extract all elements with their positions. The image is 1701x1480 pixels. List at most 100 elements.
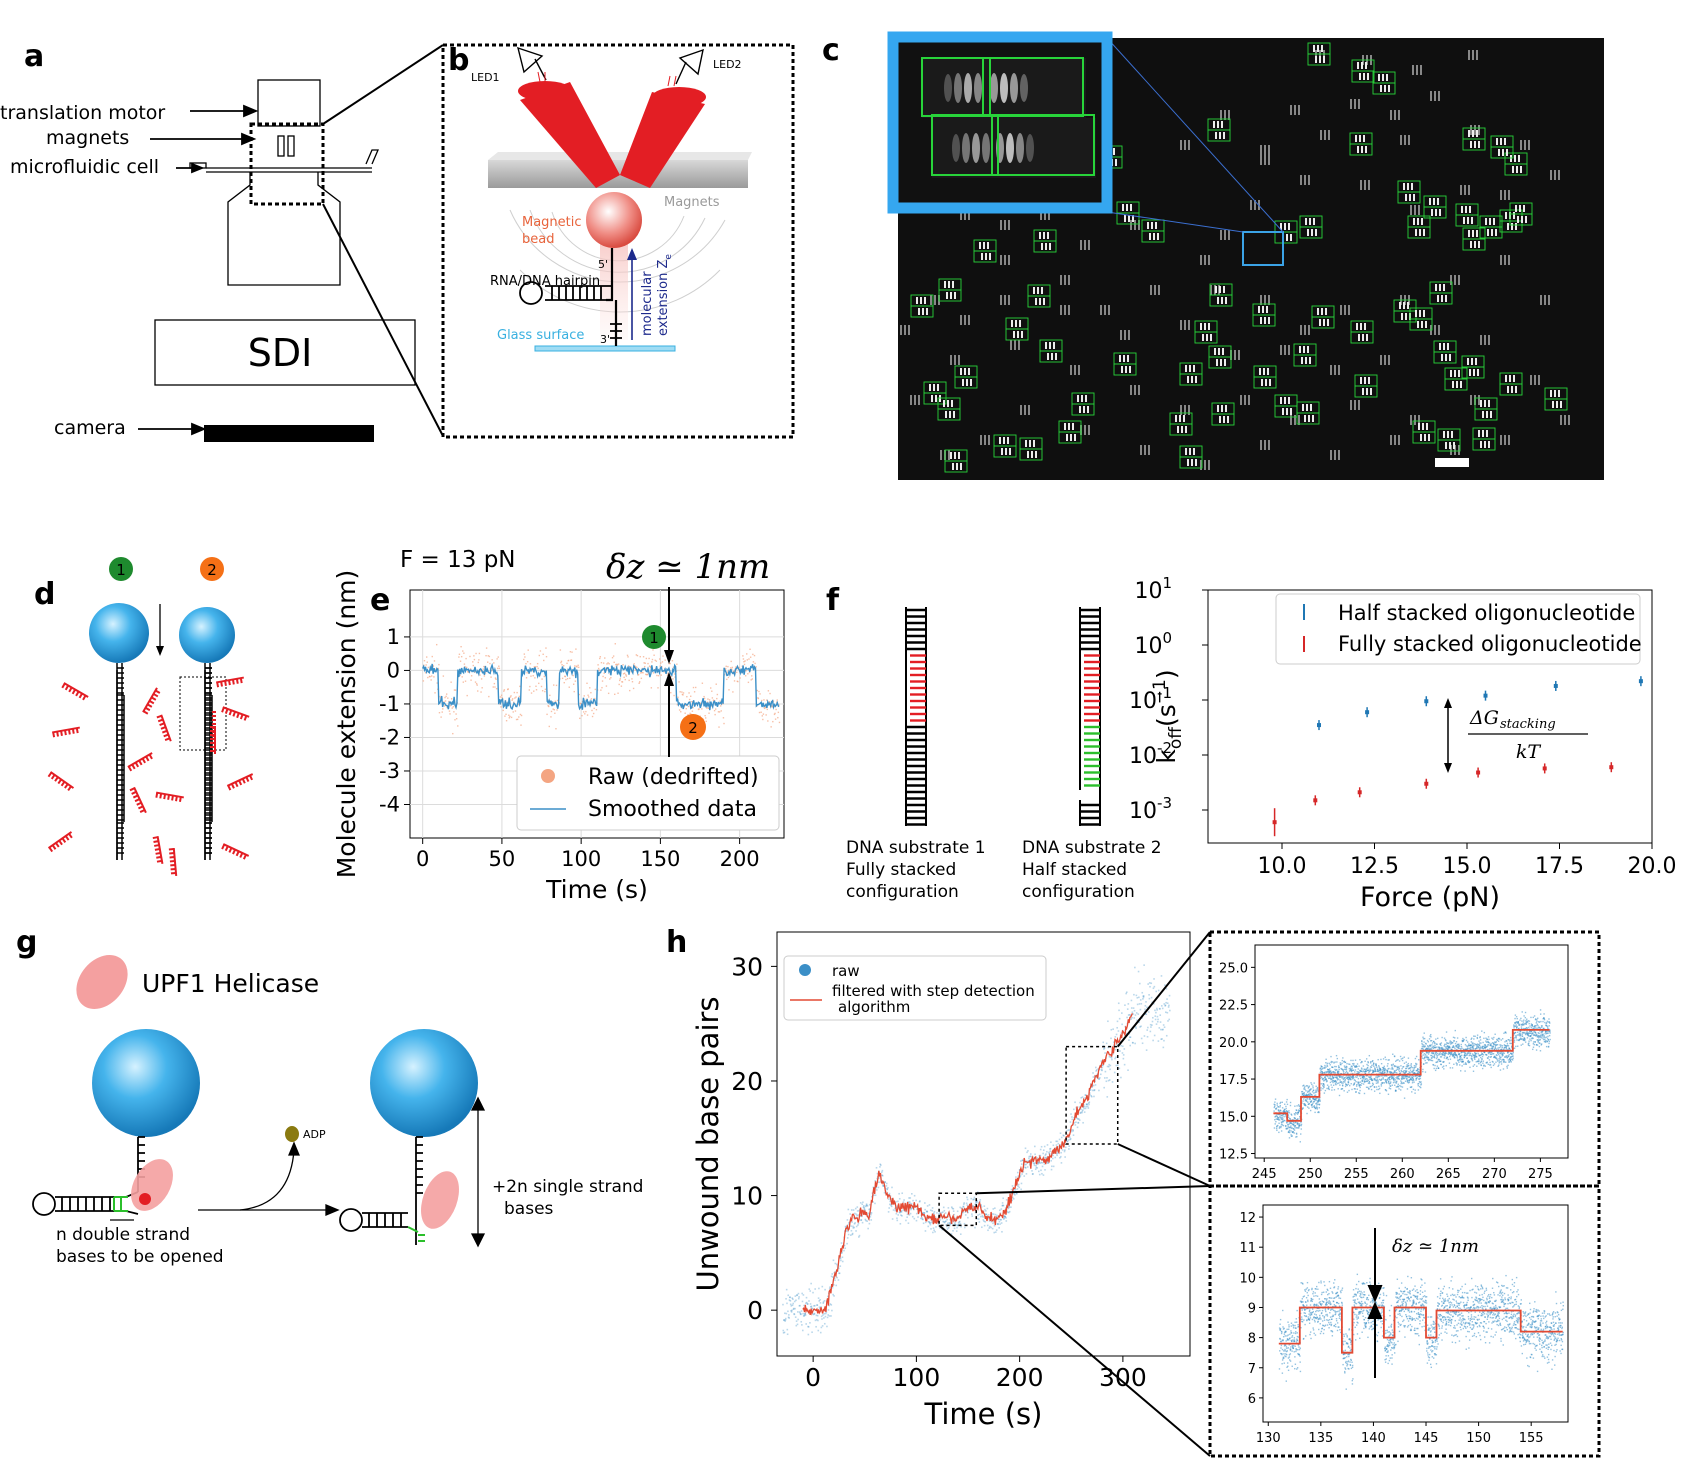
tick-label-y-h-inset-bottom: 11	[1239, 1241, 1256, 1256]
point-half	[1424, 699, 1428, 703]
dotted-highlight-d	[180, 677, 226, 750]
tick-label-x-h-inset-bottom: 155	[1519, 1431, 1544, 1446]
glass-label: Glass surface	[497, 328, 584, 343]
zoom-inset-content	[922, 58, 1096, 178]
point-half	[1639, 679, 1643, 683]
tick-label-y-e: -1	[379, 692, 400, 716]
tick-label-y-e: -4	[379, 792, 400, 816]
tick-label-x-e: 150	[640, 847, 680, 871]
magnet-2	[288, 136, 294, 156]
force-label-e: F = 13 pN	[400, 547, 516, 573]
tick-label-x-h-inset-top: 275	[1528, 1167, 1553, 1182]
legend-label-raw-h: raw	[832, 962, 860, 980]
plus2n-label-2: bases	[504, 1199, 554, 1219]
substrate-1-line-3: configuration	[846, 882, 959, 902]
substrate-1-caption: DNA substrate 1 Fully stacked configurat…	[846, 838, 986, 902]
point-fully	[1543, 766, 1547, 770]
panel-letter-e: e	[370, 583, 390, 618]
tick-label-x-e: 100	[561, 847, 601, 871]
delta-z-label-e: δz ≃ 1nm	[606, 547, 770, 587]
legend-label-raw-e: Raw (dedrifted)	[588, 765, 759, 790]
camera-bar	[204, 425, 374, 442]
panel-letter-f: f	[826, 583, 840, 618]
panel-letter-c: c	[822, 33, 840, 68]
tick-label-y-h: 0	[747, 1296, 763, 1325]
tick-label-y-h-inset-bottom: 7	[1248, 1362, 1256, 1377]
motor-box	[258, 80, 320, 126]
ladder-substrate-1	[906, 607, 926, 826]
tick-label-y-h-inset-top: 15.0	[1219, 1110, 1248, 1125]
label-magnets: magnets	[46, 127, 129, 149]
point-fully	[1313, 798, 1317, 802]
legend-e: Raw (dedrifted) Smoothed data	[517, 756, 779, 830]
bead-g-1	[92, 1029, 200, 1137]
magnets-label: Magnets	[664, 195, 720, 210]
label-camera: camera	[54, 417, 126, 439]
legend-marker-raw-h	[799, 964, 811, 976]
three-prime-label: 3'	[600, 333, 610, 346]
helicase-g-1	[122, 1152, 181, 1218]
tick-label-y-h-inset-top: 12.5	[1219, 1148, 1248, 1163]
legend-label-smooth-e: Smoothed data	[588, 797, 757, 822]
led1-label: LED1	[471, 71, 500, 84]
tick-label-y-h: 10	[731, 1182, 763, 1211]
gap-substrate-2	[1078, 790, 1082, 800]
y-axis-label-h: Unwound base pairs	[691, 996, 725, 1291]
point-half	[1554, 684, 1558, 688]
panel-letter-h: h	[666, 925, 687, 960]
point-fully	[1476, 771, 1480, 775]
tick-label-x-f: 15.0	[1443, 854, 1492, 879]
legend-label-step-h-2: algorithm	[838, 998, 910, 1016]
legend-label-half: Half stacked oligonucleotide	[1338, 601, 1635, 625]
annotation-den-f: kT	[1516, 741, 1542, 763]
led2-label: LED2	[713, 58, 742, 71]
magnetic-bead	[586, 192, 642, 248]
point-half	[1484, 694, 1488, 698]
plot-area-h-inset-top	[1255, 945, 1568, 1158]
bead-d-2	[179, 607, 235, 663]
tick-label-x-h-inset-bottom: 140	[1361, 1431, 1386, 1446]
adp-icon	[285, 1126, 299, 1142]
point-half	[1317, 723, 1321, 727]
panel-letter-b: b	[448, 43, 469, 78]
tick-label-y-h-inset-top: 17.5	[1219, 1073, 1248, 1088]
scale-bar	[1435, 458, 1469, 467]
tick-label-y-h-inset-bottom: 9	[1248, 1301, 1256, 1316]
helicase-legend-icon	[66, 945, 138, 1019]
panel-letter-g: g	[16, 925, 37, 960]
tick-label-x-h: 0	[805, 1363, 821, 1392]
tick-label-y-h-inset-bottom: 6	[1248, 1392, 1256, 1407]
bead-d-1	[89, 603, 149, 663]
sdi-label: SDI	[248, 331, 313, 375]
panel-letter-a: a	[24, 39, 44, 74]
tick-label-x-h-inset-top: 245	[1252, 1167, 1277, 1182]
badge-2-e: 2	[688, 719, 698, 737]
tick-label-y-f: 100	[1134, 629, 1172, 659]
tick-label-x-f: 17.5	[1535, 854, 1584, 879]
point-half	[1365, 710, 1369, 714]
tick-label-x-f: 12.5	[1350, 854, 1399, 879]
tick-label-x-h-inset-top: 270	[1482, 1167, 1507, 1182]
point-fully	[1273, 820, 1277, 824]
tick-label-x-h: 100	[893, 1363, 941, 1392]
annotation-sub-f: stacking	[1500, 717, 1556, 732]
substrate-1-line-2: Fully stacked	[846, 860, 956, 880]
tick-label-x-h-inset-top: 255	[1344, 1167, 1369, 1182]
substrate-2-line-3: configuration	[1022, 882, 1135, 902]
point-fully	[1358, 790, 1362, 794]
tick-label-y-h-inset-bottom: 8	[1248, 1332, 1256, 1347]
legend-label-fully: Fully stacked oligonucleotide	[1338, 632, 1642, 656]
tick-label-x-h-inset-bottom: 145	[1414, 1431, 1439, 1446]
panel-f-substrates	[906, 607, 1100, 826]
tick-label-x-f: 10.0	[1258, 854, 1307, 879]
plus2n-label-1: +2n single strand	[492, 1177, 643, 1197]
helicase-label: UPF1 Helicase	[142, 969, 319, 998]
extension-label-2: extension Ze	[656, 254, 674, 336]
tick-label-x-e: 50	[489, 847, 516, 871]
label-motor: translation motor	[0, 102, 165, 124]
